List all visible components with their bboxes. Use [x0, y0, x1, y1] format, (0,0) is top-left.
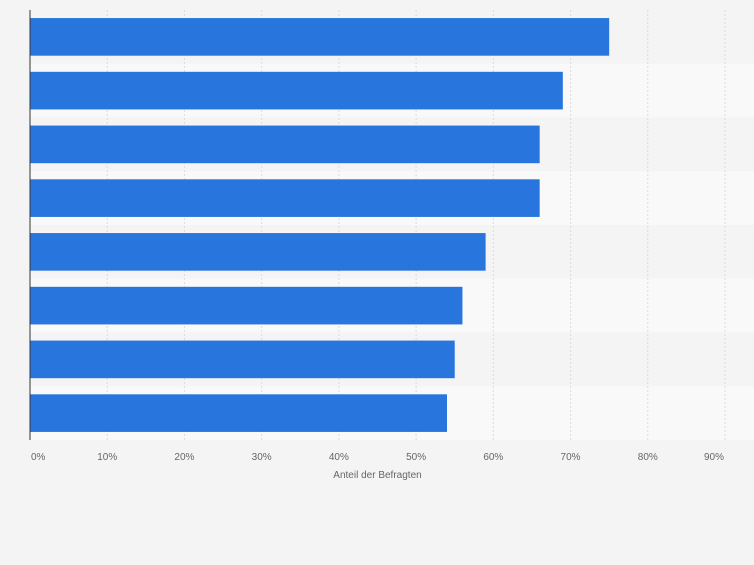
bar	[30, 125, 540, 164]
x-tick-label: 40%	[329, 452, 349, 463]
x-axis-ticks: 0% 10% 20% 30% 40% 50% 60% 70% 80% 90%	[31, 452, 724, 463]
bar	[30, 71, 563, 110]
bar	[30, 286, 463, 325]
x-tick-label: 80%	[638, 452, 658, 463]
x-tick-label: 10%	[97, 452, 117, 463]
bar	[30, 394, 447, 432]
x-tick-label: 70%	[561, 452, 581, 463]
bar	[30, 233, 486, 271]
x-tick-label: 20%	[174, 452, 194, 463]
x-axis-label: Anteil der Befragten	[333, 470, 421, 481]
bars	[30, 18, 610, 432]
bar	[30, 340, 455, 379]
x-tick-label: 50%	[406, 452, 426, 463]
x-tick-label: 0%	[31, 452, 46, 463]
bar	[30, 18, 610, 56]
bar	[30, 179, 540, 217]
x-tick-label: 30%	[252, 452, 272, 463]
x-tick-label: 90%	[704, 452, 724, 463]
x-tick-label: 60%	[483, 452, 503, 463]
